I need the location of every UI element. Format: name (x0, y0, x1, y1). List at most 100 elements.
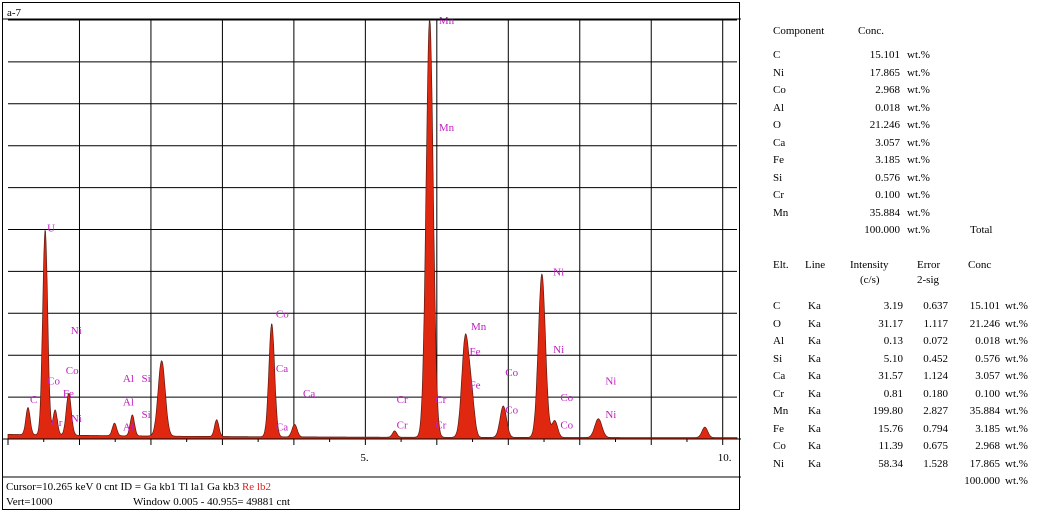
composition-value: 2.968 (875, 84, 900, 96)
peak-label: Ca (303, 388, 315, 400)
detail-element: O (773, 317, 781, 330)
composition-value: 0.100 (875, 189, 900, 201)
peak-label: Co (560, 392, 573, 404)
status-vert: Vert=1000 (6, 496, 53, 508)
detail-conc: 15.101 (969, 300, 1000, 312)
peak-label: Ca (276, 421, 288, 433)
composition-unit: wt.% (907, 136, 930, 149)
composition-element: Co (773, 84, 786, 96)
detail-header-error: Error (917, 259, 941, 271)
composition-unit: wt.% (907, 101, 930, 114)
detail-unit: wt.% (1005, 370, 1028, 382)
detail-intensity: 3.19 (883, 300, 903, 312)
detail-conc: 21.246 (969, 317, 1000, 330)
detail-intensity: 15.76 (878, 422, 903, 435)
detail-header-line: Line (805, 259, 826, 271)
x-axis: 5. 10. (3, 438, 741, 478)
status-line-red: Re lb2 (242, 481, 271, 493)
peak-label: Cr (397, 394, 408, 406)
detail-unit: wt.% (1005, 317, 1028, 330)
detail-error: 0.452 (923, 352, 948, 365)
detail-conc: 0.100 (975, 387, 1000, 400)
composition-element: O (773, 119, 781, 131)
spectrum-panel: C U Ni Co Co Fe Cr Ni Al Si Al Si Al Co Ca Ca Ca Cr Cr Cr Cr… (2, 2, 741, 511)
detail-total-value: 100.000 (964, 475, 1000, 487)
peak-label: U (47, 222, 55, 234)
detail-intensity: 0.13 (883, 335, 903, 347)
peak-label: Ca (276, 363, 288, 375)
composition-element: Mn (773, 206, 789, 219)
composition-unit: wt.% (907, 206, 930, 219)
detail-header-intensity-unit: (c/s) (860, 274, 880, 286)
composition-element: Si (773, 171, 783, 184)
composition-unit: wt.% (907, 154, 930, 166)
detail-unit: wt.% (1005, 352, 1028, 365)
status-line-1: Cursor=10.265 keV 0 cnt ID = Ga kb1 Tl l… (6, 481, 271, 493)
spectrum-trace (7, 18, 738, 440)
detail-header-elt: Elt. (773, 259, 789, 271)
composition-element: Cr (773, 189, 784, 201)
peak-label: Ni (71, 413, 82, 425)
composition-element: C (773, 49, 781, 61)
detail-element: Mn (773, 405, 789, 417)
detail-error: 1.124 (923, 370, 948, 382)
composition-element: Ca (773, 136, 786, 149)
composition-element: Al (773, 101, 784, 114)
detail-intensity: 0.81 (883, 387, 903, 400)
peak-label: Ni (71, 325, 82, 337)
peak-label: Fe (63, 388, 74, 400)
detail-header-intensity: Intensity (850, 259, 889, 271)
detail-header-conc: Conc (968, 259, 992, 271)
x-tick-label: 10. (718, 452, 732, 464)
peak-label: Mn (471, 321, 487, 333)
composition-unit: wt.% (907, 189, 930, 201)
composition-unit: wt.% (907, 84, 930, 96)
detail-intensity: 11.39 (878, 440, 903, 452)
composition-value: 15.101 (869, 49, 900, 61)
peak-label: Co (276, 308, 289, 320)
peak-label: Si (142, 409, 151, 421)
composition-header-conc: Conc. (858, 25, 884, 37)
composition-element: Fe (773, 154, 784, 166)
detail-intensity: 31.57 (878, 370, 903, 382)
peak-label: Co (505, 367, 518, 379)
detail-error: 0.072 (923, 335, 948, 347)
detail-element: C (773, 300, 781, 312)
detail-line: Ka (808, 300, 821, 312)
detail-element: Cr (773, 387, 784, 400)
detail-conc: 35.884 (969, 405, 1000, 417)
chart-grid (8, 19, 737, 440)
detail-line: Ka (808, 352, 821, 365)
detail-intensity: 5.10 (883, 352, 903, 365)
composition-value: 0.576 (875, 171, 900, 184)
peak-label: Mn (439, 122, 455, 134)
detail-element: Al (773, 335, 784, 347)
composition-value: 17.865 (869, 66, 900, 79)
detail-line: Ka (808, 335, 821, 347)
detail-error: 1.528 (923, 457, 948, 470)
detail-element: Co (773, 440, 786, 452)
detail-error: 0.675 (923, 440, 948, 452)
detail-element: Si (773, 352, 783, 365)
peak-label: Ni (553, 344, 564, 356)
detail-conc: 17.865 (969, 457, 1000, 470)
detail-conc: 3.185 (975, 422, 1000, 435)
peak-label: Fe (470, 380, 481, 392)
detail-line: Ka (808, 457, 821, 470)
detail-element: Fe (773, 422, 784, 435)
composition-value: 3.057 (875, 136, 900, 149)
detail-line: Ka (808, 387, 821, 400)
composition-total-label: Total (970, 224, 993, 236)
detail-unit: wt.% (1005, 440, 1028, 452)
detail-line: Ka (808, 422, 821, 435)
peak-label: Al (123, 396, 134, 408)
composition-unit: wt.% (907, 171, 930, 184)
detail-line: Ka (808, 317, 821, 330)
spectrum-area (7, 18, 738, 440)
detail-error: 0.637 (923, 300, 948, 312)
detail-error: 0.794 (923, 422, 948, 435)
detail-element: Ni (773, 457, 784, 470)
peak-label: Al (123, 421, 134, 433)
peak-label: Cr (397, 419, 408, 431)
